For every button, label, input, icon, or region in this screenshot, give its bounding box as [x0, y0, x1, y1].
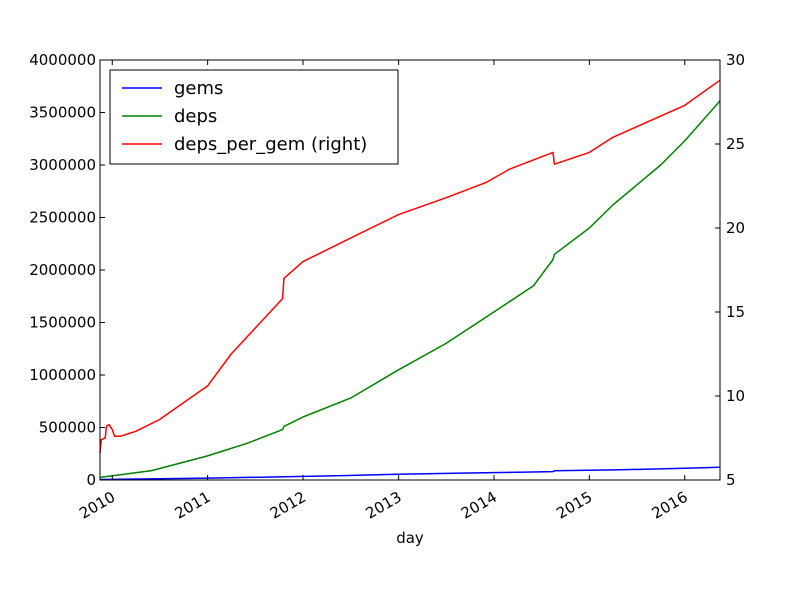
legend-label-2: deps_per_gem (right) — [174, 134, 367, 155]
y-tick-label: 0 — [86, 471, 96, 489]
y-right-tick-label: 5 — [726, 471, 736, 489]
legend-label-1: deps — [174, 106, 217, 127]
y-tick-label: 1500000 — [29, 314, 96, 332]
y-tick-label: 3000000 — [29, 156, 96, 174]
y-tick-label: 2500000 — [29, 209, 96, 227]
y-axis-right: 5 10 15 20 25 30 — [715, 51, 745, 489]
y-right-tick-label: 25 — [726, 135, 745, 153]
y-right-tick-label: 15 — [726, 303, 745, 321]
y-right-tick-label: 20 — [726, 219, 745, 237]
y-right-tick-label: 10 — [726, 387, 745, 405]
legend-box — [109, 69, 399, 165]
x-axis-label: day — [396, 529, 424, 547]
y-tick-label: 3500000 — [29, 104, 96, 122]
series-line-1 — [99, 100, 721, 479]
y-tick-label: 1000000 — [29, 366, 96, 384]
legend: gems deps deps_per_gem (right) — [109, 69, 399, 165]
legend-label-0: gems — [174, 78, 223, 99]
y-tick-label: 4000000 — [29, 51, 96, 69]
y-right-tick-label: 30 — [726, 51, 745, 69]
y-axis-left: 0 500000 1000000 1500000 2000000 2500000 30000… — [29, 51, 105, 489]
y-tick-label: 2000000 — [29, 261, 96, 279]
y-tick-label: 500000 — [39, 419, 96, 437]
series-line-2 — [99, 79, 721, 454]
